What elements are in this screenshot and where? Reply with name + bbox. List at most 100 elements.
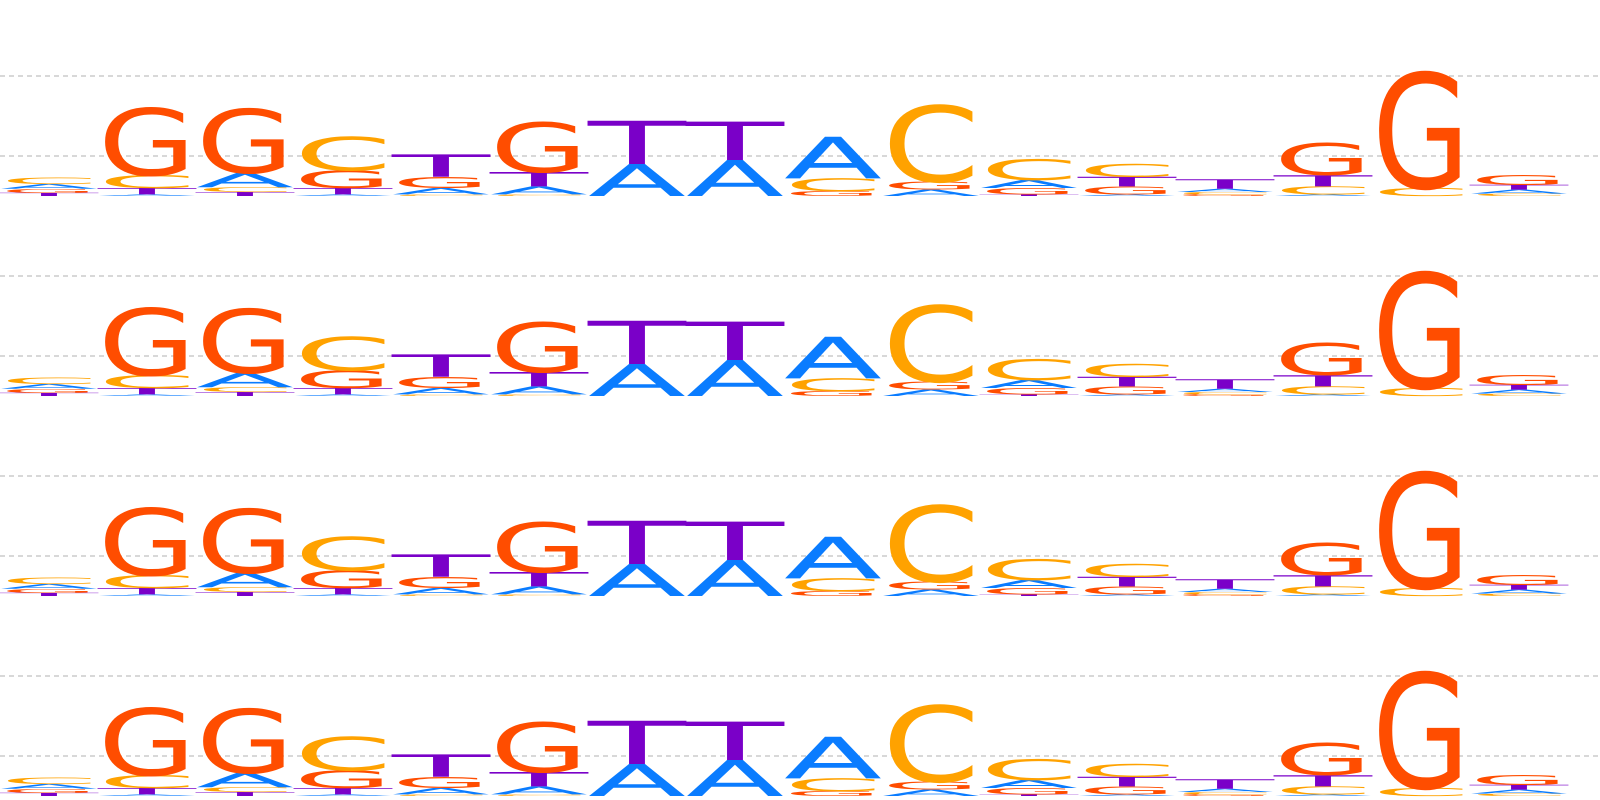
- letter-G-pos-11: G: [980, 386, 1078, 396]
- letter-C-pos-4: C: [294, 128, 392, 182]
- letter-C-pos-6: C: [490, 594, 588, 597]
- letter-G-pos-1: G: [0, 388, 98, 394]
- letter-C-pos-16: C: [1470, 193, 1568, 197]
- letter-A-pos-16: A: [1470, 589, 1568, 595]
- letter-T-pos-3: T: [195, 191, 295, 197]
- letter-G-pos-10: G: [882, 380, 980, 393]
- letter-T-pos-4: T: [293, 586, 393, 596]
- letter-C-pos-13: C: [1176, 391, 1274, 395]
- letter-G-pos-4: G: [294, 166, 392, 194]
- letter-C-pos-3: C: [196, 386, 294, 394]
- letter-A-pos-14: A: [1274, 194, 1372, 197]
- letter-G-pos-2: G: [98, 290, 196, 397]
- letter-A-pos-16: A: [1470, 189, 1568, 195]
- letter-A-pos-10: A: [882, 588, 980, 598]
- letter-G-pos-13: G: [1176, 394, 1274, 397]
- letter-A-pos-12: A: [1078, 194, 1176, 197]
- letter-G-pos-16: G: [1470, 373, 1568, 388]
- letter-C-pos-4: C: [294, 328, 392, 382]
- letter-T-pos-8: T: [685, 711, 786, 772]
- letter-A-pos-13: A: [1176, 788, 1274, 793]
- letter-C-pos-6: C: [490, 394, 588, 397]
- letter-C-pos-13: C: [1176, 591, 1274, 595]
- letter-A-pos-5: A: [392, 186, 490, 196]
- letter-A-pos-8: A: [686, 351, 784, 408]
- letter-G-pos-6: G: [490, 709, 588, 788]
- letter-T-pos-12: T: [1077, 174, 1177, 189]
- letter-T-pos-12: T: [1077, 374, 1177, 389]
- letter-A-pos-16: A: [1470, 789, 1568, 795]
- letter-T-pos-5: T: [391, 149, 491, 185]
- letter-G-pos-13: G: [1176, 194, 1274, 197]
- letter-A-pos-12: A: [1078, 794, 1176, 797]
- letter-C-pos-9: C: [784, 775, 882, 796]
- letter-T-pos-7: T: [587, 109, 688, 178]
- letter-T-pos-4: T: [293, 186, 393, 196]
- letter-A-pos-2: A: [98, 794, 196, 797]
- letter-C-pos-5: C: [392, 594, 490, 597]
- letter-C-pos-10: C: [882, 285, 980, 406]
- letter-T-pos-2: T: [97, 786, 197, 796]
- letter-A-pos-8: A: [686, 551, 784, 608]
- letter-C-pos-1: C: [0, 576, 98, 586]
- letter-T-pos-13: T: [1175, 777, 1275, 792]
- letter-C-pos-3: C: [196, 786, 294, 794]
- letter-G-pos-13: G: [1176, 594, 1274, 597]
- letter-C-pos-15: C: [1372, 386, 1470, 399]
- letter-T-pos-11: T: [979, 194, 1079, 197]
- letter-T-pos-2: T: [97, 186, 197, 196]
- letter-A-pos-2: A: [98, 394, 196, 397]
- letter-C-pos-14: C: [1274, 184, 1372, 197]
- letter-G-pos-16: G: [1470, 573, 1568, 588]
- letter-C-pos-13: C: [1176, 191, 1274, 195]
- letter-G-pos-11: G: [980, 786, 1078, 796]
- letter-A-pos-1: A: [0, 783, 98, 791]
- letter-C-pos-16: C: [1470, 793, 1568, 797]
- letter-G-pos-5: G: [392, 174, 490, 192]
- letter-C-pos-14: C: [1274, 584, 1372, 597]
- letter-G-pos-1: G: [0, 188, 98, 194]
- letter-T-pos-16: T: [1469, 384, 1569, 392]
- letter-T-pos-7: T: [587, 309, 688, 378]
- letter-C-pos-5: C: [392, 194, 490, 197]
- letter-A-pos-6: A: [490, 384, 588, 397]
- letter-T-pos-16: T: [1469, 784, 1569, 792]
- letter-T-pos-14: T: [1273, 372, 1373, 390]
- letter-T-pos-1: T: [0, 792, 99, 797]
- letter-C-pos-14: C: [1274, 384, 1372, 397]
- letter-T-pos-8: T: [685, 111, 786, 172]
- letter-A-pos-11: A: [980, 178, 1078, 191]
- letter-A-pos-1: A: [0, 383, 98, 391]
- letter-T-pos-2: T: [97, 386, 197, 396]
- letter-G-pos-5: G: [392, 574, 490, 592]
- letter-A-pos-13: A: [1176, 188, 1274, 193]
- letter-G-pos-3: G: [196, 91, 294, 193]
- letter-T-pos-11: T: [979, 394, 1079, 397]
- letter-A-pos-10: A: [882, 788, 980, 798]
- letter-A-pos-8: A: [686, 751, 784, 800]
- letter-A-pos-4: A: [294, 794, 392, 797]
- letter-G-pos-5: G: [392, 774, 490, 792]
- letter-C-pos-4: C: [294, 528, 392, 582]
- letter-G-pos-6: G: [490, 509, 588, 588]
- letter-C-pos-15: C: [1372, 186, 1470, 199]
- letter-G-pos-10: G: [882, 780, 980, 793]
- letter-A-pos-9: A: [784, 326, 882, 392]
- letter-G-pos-4: G: [294, 766, 392, 794]
- letter-G-pos-12: G: [1078, 384, 1176, 397]
- letter-C-pos-9: C: [784, 375, 882, 396]
- letter-C-pos-11: C: [980, 154, 1078, 187]
- letter-C-pos-16: C: [1470, 593, 1568, 597]
- letter-A-pos-6: A: [490, 784, 588, 797]
- letter-C-pos-15: C: [1372, 786, 1470, 799]
- letter-T-pos-8: T: [685, 511, 786, 572]
- letter-G-pos-15: G: [1372, 41, 1470, 225]
- letter-C-pos-13: C: [1176, 791, 1274, 795]
- letter-T-pos-4: T: [293, 786, 393, 796]
- letter-A-pos-13: A: [1176, 588, 1274, 593]
- letter-C-pos-15: C: [1372, 586, 1470, 599]
